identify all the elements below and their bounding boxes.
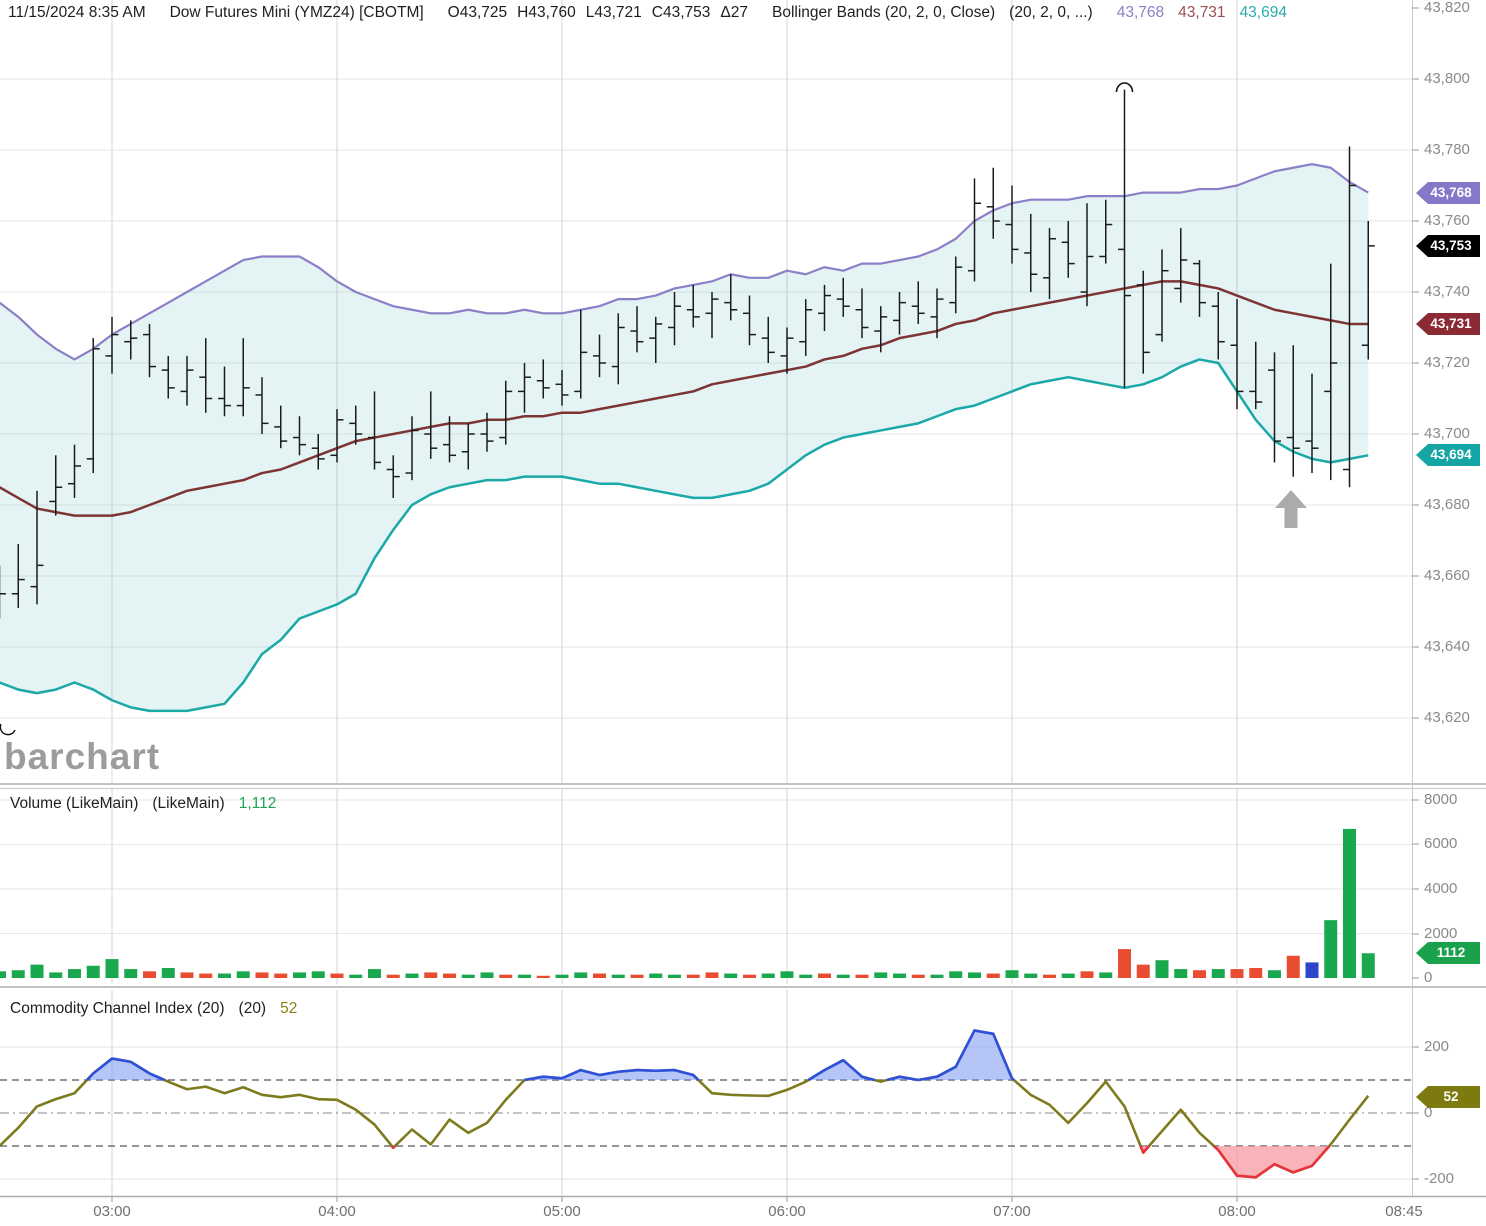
header-band-upper-value: 43,768 [1116, 4, 1165, 21]
axis-label: 43,740 [1424, 283, 1470, 300]
axis-label: 43,700 [1424, 425, 1470, 442]
cci-title: Commodity Channel Index (20) [10, 1000, 225, 1017]
lower-band-badge: 43,694 [1416, 444, 1480, 466]
axis-label: 2000 [1424, 925, 1458, 942]
cci-current-value: 52 [280, 1000, 298, 1017]
last-price-badge: 43,753 [1416, 235, 1480, 257]
volume-title: Volume (LikeMain) [10, 795, 139, 812]
axis-label: 43,660 [1424, 567, 1470, 584]
header-band-middle-value: 43,731 [1178, 4, 1226, 21]
cci-title-params: (20) [238, 1000, 267, 1017]
axis-label: 200 [1424, 1038, 1450, 1055]
header-band-lower-value: 43,694 [1239, 4, 1287, 21]
header-datetime: 11/15/2024 8:35 AM [8, 4, 146, 21]
axis-label: 43,800 [1424, 70, 1470, 87]
volume-badge: 1112 [1416, 942, 1480, 964]
axis-label: 0 [1424, 969, 1433, 986]
axis-label: 0 [1424, 1104, 1433, 1121]
axis-label: 03:00 [93, 1203, 131, 1220]
axis-label: 43,620 [1424, 709, 1470, 726]
barchart-logo: barchart [4, 736, 161, 777]
header-high: H43,760 [517, 4, 576, 21]
axis-label: 43,780 [1424, 141, 1470, 158]
header-symbol: Dow Futures Mini (YMZ24) [CBOTM] [169, 4, 424, 21]
axis-label: 05:00 [543, 1203, 581, 1220]
header-low: L43,721 [585, 4, 642, 21]
header-change: Δ27 [720, 4, 748, 21]
middle-band-badge: 43,731 [1416, 313, 1480, 335]
axis-label: -200 [1424, 1170, 1455, 1187]
axis-label: 07:00 [993, 1203, 1031, 1220]
axis-label: 8000 [1424, 791, 1458, 808]
axis-label: 4000 [1424, 880, 1458, 897]
axis-label: 04:00 [318, 1203, 356, 1220]
cci-panel-title: Commodity Channel Index (20) (20) 52 [10, 1000, 297, 1018]
volume-title-params: (LikeMain) [152, 795, 225, 812]
volume-current-value: 1,112 [238, 795, 277, 812]
axis-label: 06:00 [768, 1203, 806, 1220]
axis-label: 43,640 [1424, 638, 1470, 655]
volume-panel-title: Volume (LikeMain) (LikeMain) 1,112 [10, 795, 276, 813]
chart-header: 11/15/2024 8:35 AM Dow Futures Mini (YMZ… [8, 4, 1287, 22]
axis-label: 6000 [1424, 835, 1458, 852]
cci-badge: 52 [1416, 1086, 1480, 1108]
header-open: O43,725 [447, 4, 508, 21]
header-close: C43,753 [651, 4, 711, 21]
axis-label: 43,760 [1424, 212, 1470, 229]
axis-label: 43,720 [1424, 354, 1470, 371]
header-indicator-params[interactable]: (20, 2, 0, ...) [1009, 4, 1093, 21]
axis-label: 08:45 [1385, 1203, 1423, 1220]
upper-band-badge: 43,768 [1416, 182, 1480, 204]
axis-label: 43,680 [1424, 496, 1470, 513]
axis-label: 08:00 [1218, 1203, 1256, 1220]
header-indicator-bollinger[interactable]: Bollinger Bands (20, 2, 0, Close) [772, 4, 996, 21]
axis-label: 43,820 [1424, 0, 1470, 16]
